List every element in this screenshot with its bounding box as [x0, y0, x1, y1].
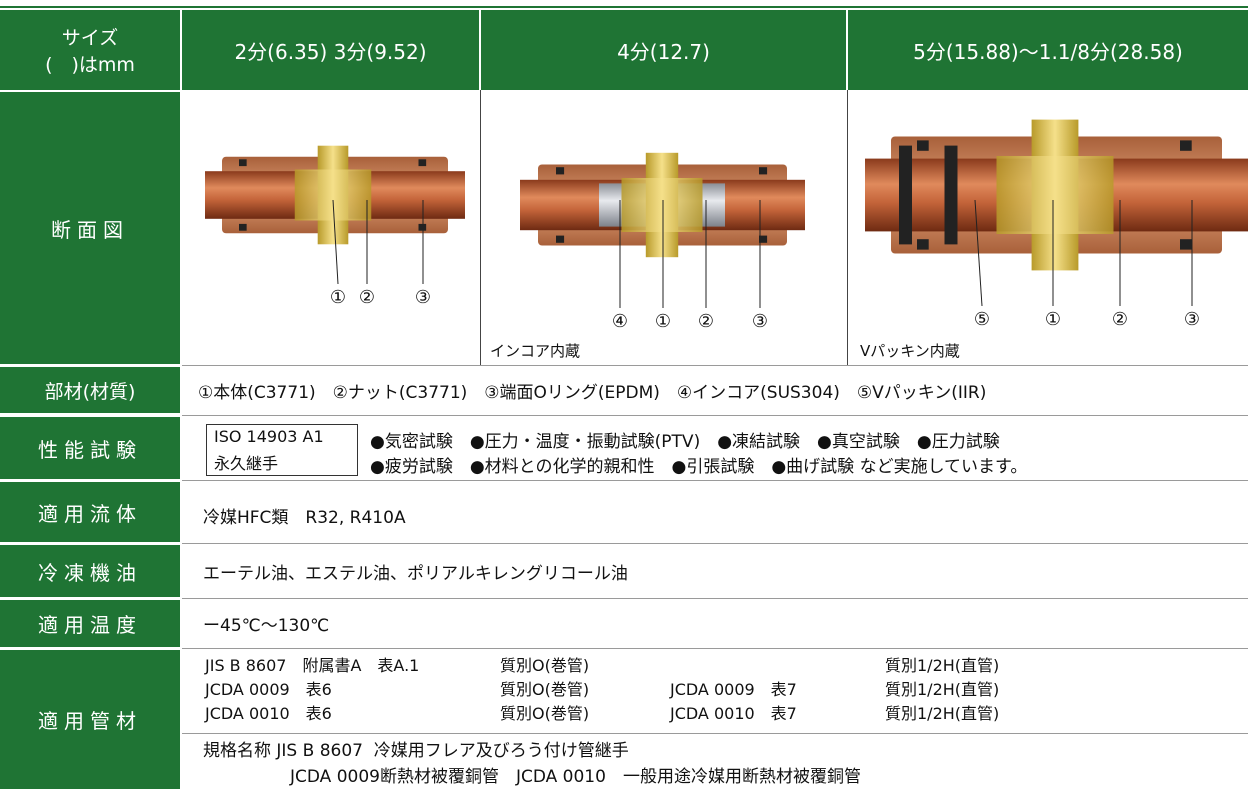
pipe-cell: 質別O(巻管) — [500, 680, 590, 699]
row-rule — [182, 733, 1248, 734]
row-rule — [182, 543, 1248, 544]
part-number: ① — [655, 311, 671, 332]
leader-line — [332, 199, 339, 285]
badge-text: ISO 14903 A1 — [214, 427, 324, 446]
divider — [480, 90, 481, 365]
row-label: 部材(材質) — [0, 367, 180, 413]
part-number: ⑤ — [974, 309, 990, 330]
o-ring — [418, 223, 427, 231]
o-ring — [759, 167, 768, 175]
pipe-cell: JIS B 8607 附属書A 表A.1 — [205, 656, 420, 675]
o-ring — [759, 235, 768, 243]
o-ring — [1180, 239, 1192, 250]
o-ring — [917, 140, 929, 151]
pipe-note: JCDA 0009断熱材被覆銅管 JCDA 0010 一般用途冷媒用断熱材被覆銅… — [290, 767, 861, 787]
pipe-cell: 質別1/2H(直管) — [885, 680, 1000, 699]
materials-text: ①本体(C3771) ②ナット(C3771) ③端面Oリング(EPDM) ④イン… — [198, 383, 987, 403]
pipe-cell: 質別O(巻管) — [500, 704, 590, 723]
part-number: ① — [1045, 309, 1061, 330]
part-number: ③ — [752, 311, 768, 332]
oil-text: エーテル油、エステル油、ポリアルキレングリコール油 — [203, 564, 628, 584]
body — [621, 178, 703, 232]
v-packing — [899, 145, 912, 245]
column-header: 5分(15.88)～1.1/8分(28.58) — [848, 10, 1248, 90]
part-number: ② — [359, 287, 375, 308]
badge — [206, 424, 358, 476]
pipe-cell: 質別1/2H(直管) — [885, 704, 1000, 723]
pipe-cell: 質別O(巻管) — [500, 656, 590, 675]
o-ring — [239, 223, 247, 231]
row-label: 適用管材 — [0, 650, 180, 789]
test-list: ●疲労試験 ●材料との化学的親和性 ●引張試験 ●曲げ試験 など実施しています。 — [370, 457, 1028, 477]
part-number: ② — [1112, 309, 1128, 330]
column-header: 2分(6.35) 3分(9.52) — [182, 10, 479, 90]
badge-text: 永久継手 — [214, 454, 279, 473]
o-ring — [239, 159, 247, 167]
test-list: ●気密試験 ●圧力・温度・振動試験(PTV) ●凍結試験 ●真空試験 ●圧力試験 — [370, 432, 1000, 452]
pipe-cell: JCDA 0010 表6 — [205, 704, 332, 723]
divider — [847, 90, 848, 365]
top-rule — [0, 6, 1248, 8]
size-label: サイズ — [61, 27, 119, 49]
part-number: ③ — [415, 287, 431, 308]
row-rule — [182, 480, 1248, 481]
row-label: 適用温度 — [0, 600, 180, 647]
pipe-cell: 質別1/2H(直管) — [885, 656, 1000, 675]
o-ring — [1180, 140, 1192, 151]
diagram-note: インコア内蔵 — [490, 342, 581, 360]
part-number: ③ — [1184, 309, 1200, 330]
pipe-note: 規格名称 JIS B 8607 冷媒用フレア及びろう付け管継手 — [203, 741, 629, 761]
diagram-note: Vパッキン内蔵 — [860, 342, 960, 360]
pipe-cell: JCDA 0010 表7 — [670, 704, 797, 723]
part-number: ① — [330, 287, 346, 308]
row-rule — [182, 648, 1248, 649]
size-unit: ( )はmm — [45, 54, 135, 76]
o-ring — [917, 239, 929, 250]
fluid-text: 冷媒HFC類 R32, R410A — [203, 508, 406, 528]
size-header: サイズ ( )はmm — [0, 10, 180, 90]
pipe-cell: JCDA 0009 表7 — [670, 680, 797, 699]
row-label: 性能試験 — [0, 417, 180, 479]
o-ring — [418, 159, 427, 167]
part-number: ② — [698, 311, 714, 332]
row-label: 冷凍機油 — [0, 545, 180, 597]
row-rule — [182, 598, 1248, 599]
row-label: 適用流体 — [0, 482, 180, 542]
body — [996, 156, 1114, 234]
row-label: 断面図 — [0, 92, 180, 364]
column-header: 4分(12.7) — [481, 10, 846, 90]
temperature-text: ー45℃～130℃ — [203, 616, 330, 636]
o-ring — [556, 167, 565, 175]
part-number: ④ — [612, 311, 628, 332]
leader-line — [974, 199, 983, 307]
pipe-cell: JCDA 0009 表6 — [205, 680, 332, 699]
cross-section-diagrams: ① ② ③④ ① ② ③ ⑤ ① ② ③ — [205, 119, 1248, 332]
row-rule — [182, 365, 1248, 366]
v-packing — [944, 145, 958, 245]
body — [294, 169, 372, 221]
o-ring — [556, 235, 565, 243]
row-rule — [182, 415, 1248, 416]
